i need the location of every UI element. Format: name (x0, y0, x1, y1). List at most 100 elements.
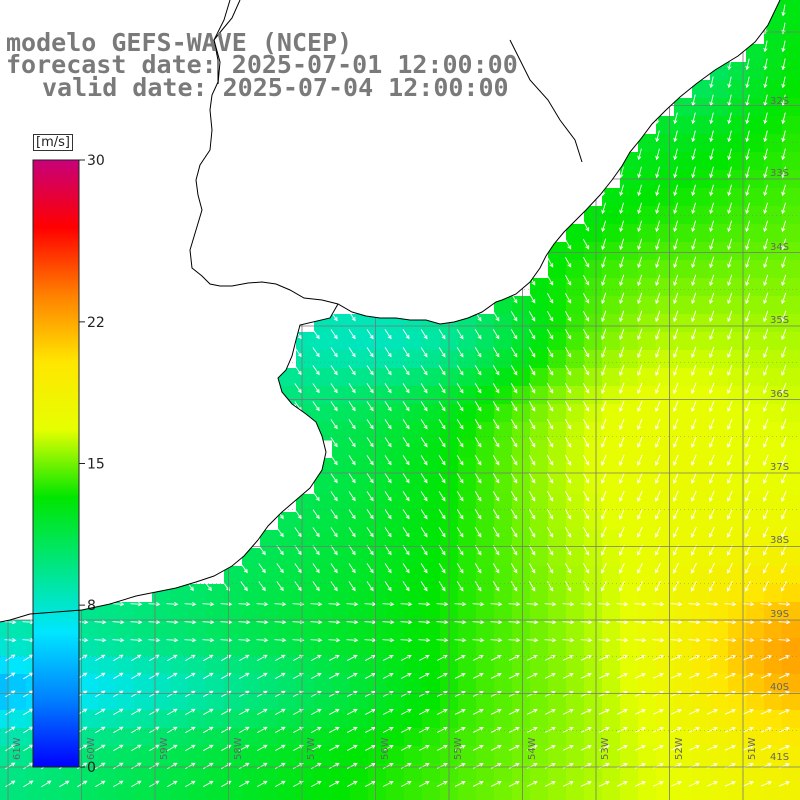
wind-arrow (420, 437, 428, 448)
field-cell (638, 602, 657, 621)
field-cell (152, 620, 171, 639)
field-cell (746, 260, 765, 279)
wind-arrow (637, 310, 643, 323)
field-cell (98, 638, 117, 657)
wind-arrow (582, 364, 590, 376)
wind-arrow (149, 762, 160, 770)
field-cell (458, 746, 477, 765)
field-cell (746, 458, 765, 477)
field-cell (368, 692, 387, 711)
field-cell (188, 638, 207, 657)
field-cell (692, 566, 711, 585)
wind-arrow (526, 744, 538, 751)
wind-arrow (258, 581, 266, 592)
field-cell (674, 332, 693, 351)
wind-arrow (745, 202, 750, 215)
wind-arrow (184, 708, 196, 716)
wind-arrow (492, 509, 500, 520)
field-cell (692, 224, 711, 243)
field-cell (242, 638, 261, 657)
wind-arrow (688, 727, 700, 733)
wind-arrow (312, 509, 320, 520)
field-cell (458, 710, 477, 729)
wind-arrow (652, 673, 664, 679)
wind-arrow (745, 112, 750, 125)
wind-arrow (400, 638, 413, 643)
wind-arrow (454, 780, 466, 787)
wind-arrow (400, 762, 412, 769)
colorbar-tick-label: 15 (87, 457, 105, 473)
field-cell (728, 548, 747, 567)
field-cell (314, 476, 333, 495)
field-cell (602, 476, 621, 495)
wind-arrow (330, 581, 338, 592)
wind-arrow (238, 620, 251, 625)
field-cell (710, 476, 729, 495)
field-cell (116, 728, 135, 747)
field-cell (242, 710, 261, 729)
field-cell (674, 206, 693, 225)
field-cell (764, 692, 783, 711)
wind-arrow (131, 726, 142, 734)
wind-arrow (706, 781, 718, 787)
wind-arrow (510, 419, 518, 430)
wind-arrow (166, 780, 178, 788)
lon-label: 51W (747, 737, 758, 760)
wind-arrow (760, 620, 773, 625)
wind-arrow (763, 112, 768, 125)
field-cell (710, 242, 729, 261)
wind-arrow (490, 762, 502, 769)
wind-arrow (472, 726, 484, 733)
wind-arrow (670, 709, 682, 715)
wind-arrow (274, 654, 286, 662)
field-cell (512, 638, 531, 657)
wind-arrow (616, 709, 628, 715)
wind-arrow (745, 310, 751, 323)
wind-arrow (688, 620, 701, 625)
field-cell (458, 764, 477, 783)
wind-arrow (616, 602, 629, 607)
wind-arrow (781, 130, 786, 143)
field-cell (746, 224, 765, 243)
field-cell (602, 566, 621, 585)
wind-arrow (781, 382, 787, 394)
field-cell (602, 512, 621, 531)
wind-arrow (474, 473, 482, 484)
wind-arrow (508, 672, 520, 679)
field-cell (242, 674, 261, 693)
field-cell (764, 116, 783, 135)
field-cell (674, 134, 693, 153)
wind-arrow (438, 581, 446, 592)
field-cell (116, 620, 135, 639)
wind-arrow (708, 580, 715, 592)
wind-arrow (508, 744, 520, 751)
wind-arrow (652, 781, 664, 787)
field-cell (350, 710, 369, 729)
wind-arrow (598, 654, 610, 661)
field-cell (566, 602, 585, 621)
wind-arrow (454, 654, 466, 661)
field-cell (710, 188, 729, 207)
wind-arrow (364, 744, 376, 751)
wind-arrow (510, 491, 518, 502)
field-cell (638, 728, 657, 747)
wind-arrow (546, 508, 554, 520)
wind-arrow (59, 780, 70, 788)
wind-arrow (438, 527, 446, 538)
wind-arrow (580, 780, 592, 787)
field-cell (782, 350, 800, 369)
wind-arrow (727, 364, 733, 377)
field-cell (170, 692, 189, 711)
wind-arrow (276, 581, 284, 592)
field-cell (746, 350, 765, 369)
field-cell (656, 440, 675, 459)
field-cell (332, 656, 351, 675)
wind-arrow (510, 563, 518, 574)
field-cell (782, 782, 800, 800)
field-cell (638, 656, 657, 675)
field-cell (152, 710, 171, 729)
field-cell (728, 566, 747, 585)
wind-arrow (528, 581, 536, 592)
field-cell (278, 728, 297, 747)
wind-arrow (366, 527, 374, 538)
